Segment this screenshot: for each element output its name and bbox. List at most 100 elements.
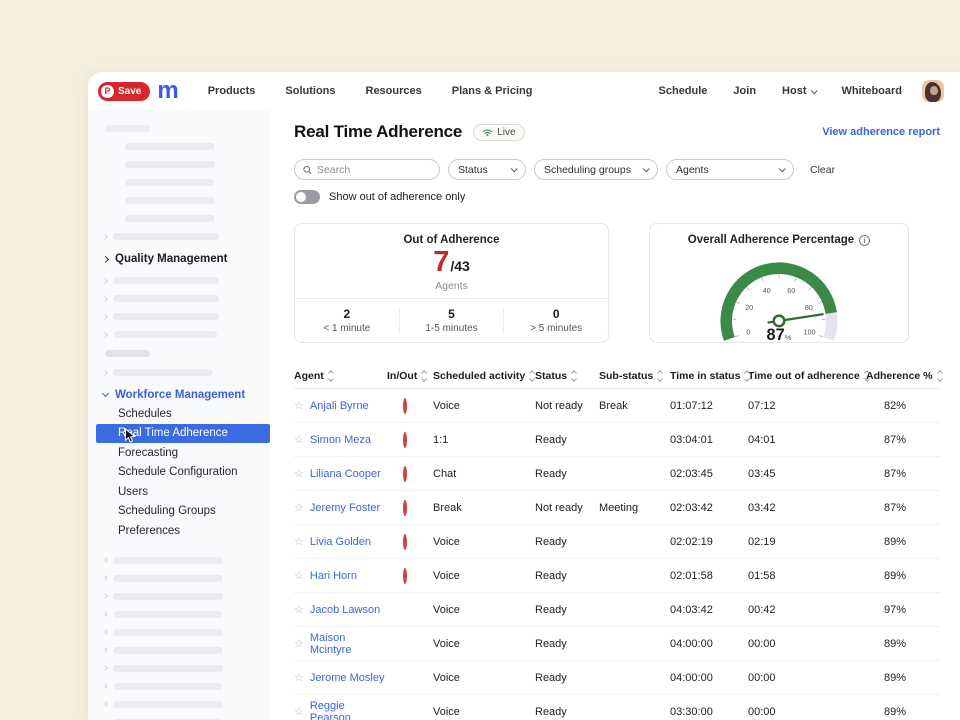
cell-time-in-status: 02:02:19 [670,535,713,548]
sort-icon[interactable] [421,370,428,382]
star-icon[interactable]: ☆ [294,434,304,446]
skeleton-bar [113,574,223,582]
agent-link[interactable]: Simon Meza [309,433,372,446]
out-of-adherence-toggle[interactable] [294,190,320,204]
pinterest-save-button[interactable]: P Save [98,81,151,101]
header-agent[interactable]: Agent [294,370,387,382]
nav-whiteboard[interactable]: Whiteboard [841,85,903,97]
header-time-in-status[interactable]: Time in status [670,370,751,382]
agent-link[interactable]: Livia Golden [309,535,372,548]
nav-host-dropdown[interactable]: Host [782,85,818,97]
star-icon[interactable]: ☆ [294,536,304,548]
nav-plans-pricing[interactable]: Plans & Pricing [451,85,533,97]
overall-adherence-card: Overall Adherence Percentage i 0 20 40 60 80… [649,223,909,343]
view-adherence-report-link[interactable]: View adherence report [822,126,940,138]
skeleton-bar [125,179,215,186]
cell-adherence-pct: 89% [884,705,907,718]
sidebar-item-real-time-adherence[interactable]: Real Time Adherence [96,423,270,443]
header-scheduled-activity[interactable]: Scheduled activity [433,370,536,382]
agents-table: Agent In/Out Scheduled activity Status S… [294,364,943,720]
chevron-right-icon [101,255,110,263]
star-icon[interactable]: ☆ [294,604,304,616]
sidebar-item-quality-management[interactable]: Quality Management [101,250,270,268]
skeleton-bar [113,628,223,636]
pinterest-icon: P [101,84,114,98]
cell-time-in-status: 03:04:01 [670,433,713,446]
sort-icon[interactable] [529,370,536,382]
header-adherence-pct[interactable]: Adherence % [866,370,943,382]
app-window: P Save m Products Solutions Resources Pl… [88,72,960,720]
nav-right-group: Schedule Join Host Whiteboard [633,80,944,102]
cell-scheduled-activity: Voice [433,569,460,582]
search-input[interactable] [316,163,431,176]
search-box[interactable] [294,159,440,180]
star-icon[interactable]: ☆ [294,400,304,412]
chevron-down-icon [510,165,518,173]
sidebar-item-forecasting[interactable]: Forecasting [118,446,179,459]
filter-bar: Status Scheduling groups Agents Clear [294,159,940,180]
star-icon[interactable]: ☆ [294,672,304,684]
nav-schedule[interactable]: Schedule [658,85,708,97]
nav-resources[interactable]: Resources [365,85,422,97]
sort-icon[interactable] [936,370,943,382]
agent-link[interactable]: Jeremy Foster [309,501,381,514]
header-status[interactable]: Status [535,370,599,382]
inout-dot [403,499,407,516]
nav-join[interactable]: Join [733,85,757,97]
header-sub-status[interactable]: Sub-status [599,370,670,382]
sort-icon[interactable] [571,370,577,382]
table-header-row: Agent In/Out Scheduled activity Status S… [294,364,943,389]
user-avatar[interactable] [922,80,944,102]
star-icon[interactable]: ☆ [294,638,304,650]
star-icon[interactable]: ☆ [294,468,304,480]
sidebar-skeleton-middle [88,277,270,376]
cell-status: Ready [535,433,567,446]
cell-status: Ready [535,637,567,650]
agent-link[interactable]: Maison Mcintyre [309,631,352,656]
sort-icon[interactable] [327,370,334,382]
svg-text:80: 80 [805,303,813,312]
sidebar-item-users[interactable]: Users [118,485,149,498]
nav-products[interactable]: Products [207,85,256,97]
scheduling-groups-dropdown[interactable]: Scheduling groups [534,159,658,180]
agent-link[interactable]: Liliana Cooper [309,467,381,480]
skeleton-row [125,143,270,150]
skeleton-bar [113,331,217,338]
skeleton-row [102,610,270,618]
sort-icon[interactable] [657,370,664,382]
status-dropdown[interactable]: Status [448,159,526,180]
chevron-right-icon [102,665,108,671]
clear-filters-button[interactable]: Clear [810,163,836,176]
star-icon[interactable]: ☆ [294,706,304,718]
header-inout[interactable]: In/Out [387,370,433,382]
sidebar-item-schedules[interactable]: Schedules [118,407,172,420]
sidebar-item-schedule-configuration[interactable]: Schedule Configuration [118,466,238,479]
brand-logo[interactable]: m [157,77,178,104]
skeleton-row [102,574,270,582]
agents-dropdown[interactable]: Agents [666,159,794,180]
info-icon[interactable]: i [859,234,871,246]
skeleton-bar [113,369,213,376]
star-icon[interactable]: ☆ [294,502,304,514]
header-time-out-of-adherence[interactable]: Time out of adherence [748,370,870,382]
cell-time-out-of-adherence: 03:45 [748,467,776,480]
agent-link[interactable]: Anjali Byrne [309,399,369,412]
search-icon [303,165,312,174]
cell-time-out-of-adherence: 03:42 [748,501,776,514]
cell-status: Ready [535,603,567,616]
cell-adherence-pct: 87% [884,501,907,514]
agent-link[interactable]: Jerome Mosley [309,671,385,684]
stat-value: 5 [448,307,455,321]
cell-status: Ready [535,671,567,684]
sidebar-item-scheduling-groups[interactable]: Scheduling Groups [118,505,216,518]
agents-dropdown-label: Agents [676,163,709,176]
agent-link[interactable]: Jacob Lawson [309,603,381,616]
agent-link[interactable]: Reggie Pearson [309,699,351,720]
sidebar-item-preferences[interactable]: Preferences [118,524,181,537]
agent-link[interactable]: Hari Horn [309,569,357,582]
star-icon[interactable]: ☆ [294,570,304,582]
nav-solutions[interactable]: Solutions [285,85,336,97]
toggle-label: Show out of adherence only [329,191,466,203]
out-unit-label: Agents [435,280,468,292]
sidebar-item-workforce-management[interactable]: Workforce Management [101,386,270,404]
